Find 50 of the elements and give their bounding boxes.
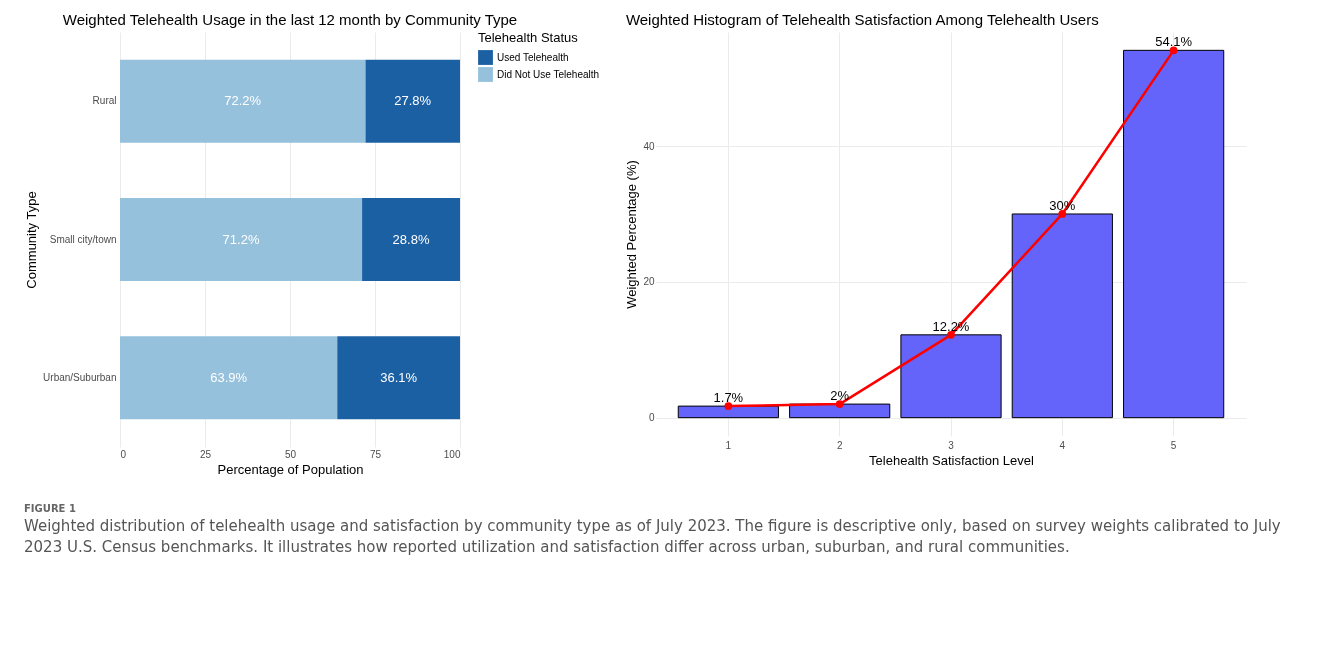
bar: [677, 405, 779, 419]
x-tick-label: 50: [284, 448, 297, 460]
point: [724, 402, 733, 410]
caption: FIGURE 1: [24, 503, 77, 514]
data-label: 71.2%: [222, 231, 260, 247]
x-axis-title: Telehealth Satisfaction Level: [869, 452, 1034, 468]
x-tick-label: 75: [369, 448, 382, 460]
y-tick-label: 0: [648, 412, 655, 424]
bar: [365, 59, 460, 143]
y-tick-label: Small city/town: [49, 233, 117, 245]
bar: [900, 334, 1002, 419]
data-label: 72.2%: [224, 93, 262, 109]
data-label: 54.1%: [1155, 34, 1193, 50]
y-axis-title: Weighted Percentage (%): [624, 160, 640, 309]
bar: [1123, 49, 1225, 419]
legend-label: Did Not Use Telehealth: [497, 68, 600, 80]
data-label: 1.7%: [713, 390, 744, 406]
x-tick-label: 1: [725, 439, 732, 451]
x-tick-label: 3: [948, 439, 955, 451]
point: [835, 400, 844, 408]
bar: [1011, 213, 1113, 419]
y-tick-label: 40: [643, 140, 655, 152]
x-axis-title: Percentage of Population: [217, 461, 364, 477]
bar: [337, 336, 460, 420]
x-tick-label: 0: [120, 448, 127, 460]
point: [1169, 46, 1178, 55]
bar: [120, 336, 338, 420]
chart-title: Weighted Telehealth Usage in the last 12 month by Community Type: [62, 11, 518, 28]
x-tick-label: 100: [443, 448, 461, 460]
y-axis-title: Community Type: [24, 191, 40, 289]
x-tick-label: 2: [836, 439, 843, 451]
x-tick-label: 25: [199, 448, 212, 460]
bar: [120, 59, 366, 143]
chart-title: Weighted Histogram of Telehealth Satisfaction Among Telehealth Users: [625, 11, 1099, 28]
y-tick-label: Urban/Suburban: [43, 371, 117, 383]
data-label: 28.8%: [392, 231, 430, 247]
data-label: 36.1%: [380, 369, 418, 385]
data-label: 63.9%: [210, 369, 248, 385]
y-tick-label: 20: [643, 276, 655, 288]
bar: [789, 403, 891, 419]
y-tick-label: Rural: [92, 95, 117, 107]
x-tick-label: 4: [1059, 439, 1066, 451]
bar: [362, 198, 460, 281]
text: Weighted distribution of telehealth usage and satisfaction by community type as of July 2023. The figure is descriptive only, based on survey weights calibrated to July 2023 U.S. Census benchmarks. It illustrates how reported utilization and satisfaction differ across urban, suburban, and rural communities.: [24, 516, 1282, 558]
data-label: 27.8%: [394, 93, 432, 109]
legend-title: Telehealth Status: [478, 30, 579, 45]
bar: [120, 198, 363, 281]
data-label: 2%: [830, 388, 850, 404]
legend-label: Used Telehealth: [497, 51, 569, 63]
x-tick-label: 5: [1170, 439, 1177, 451]
